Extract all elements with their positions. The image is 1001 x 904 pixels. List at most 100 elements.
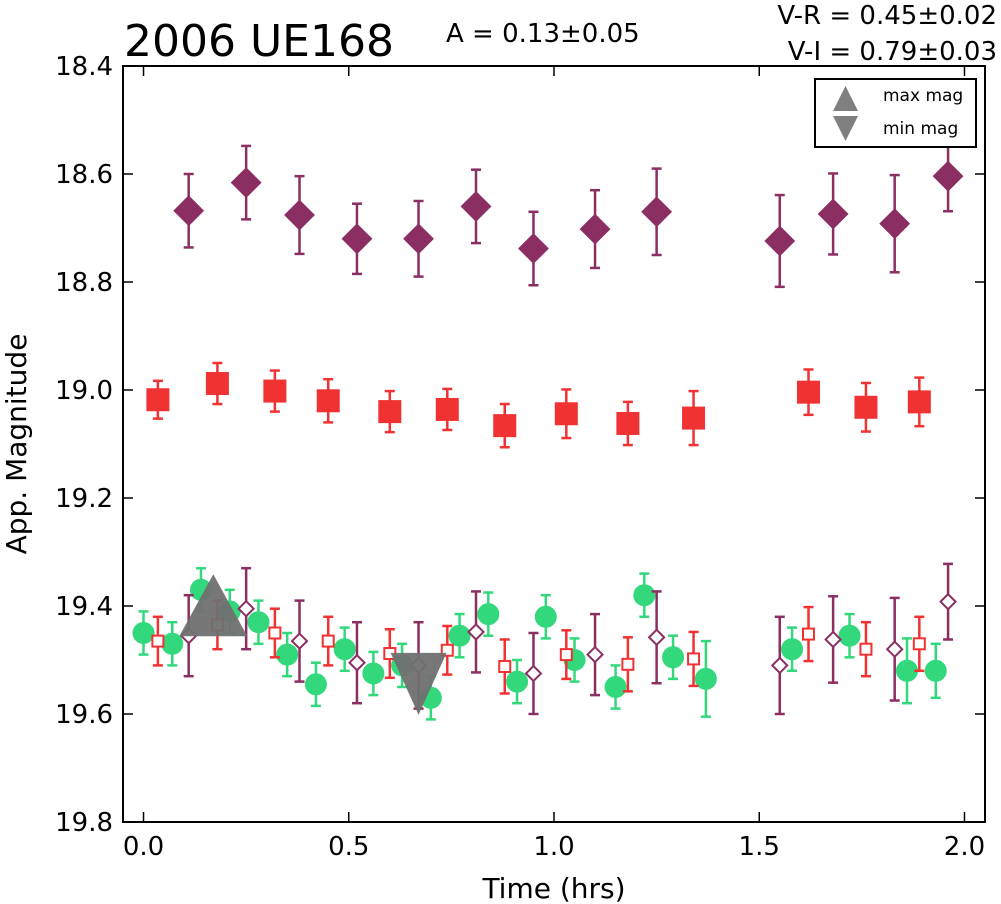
data-point — [378, 400, 402, 424]
x-tick-label: 0.0 — [123, 832, 164, 862]
data-point — [321, 634, 335, 648]
y-tick-label: 19.2 — [55, 484, 113, 514]
data-point — [817, 198, 849, 230]
amplitude-label: A = 0.13±0.05 — [446, 19, 640, 49]
data-point — [247, 611, 270, 634]
x-tick-label: 2.0 — [944, 832, 985, 862]
data-point — [554, 402, 578, 426]
data-point — [662, 646, 685, 669]
data-point — [579, 213, 611, 245]
data-point — [559, 648, 573, 662]
data-point — [939, 592, 957, 611]
data-point — [885, 640, 904, 659]
data-point — [586, 645, 604, 664]
series-2 — [132, 566, 947, 721]
data-point — [641, 196, 673, 228]
legend-max-mag-label: max mag — [883, 86, 963, 106]
data-point — [284, 199, 315, 231]
data-point — [132, 622, 155, 644]
data-point — [390, 652, 447, 715]
series-6 — [390, 652, 447, 715]
data-point — [440, 643, 454, 657]
data-point — [467, 623, 485, 641]
data-point — [633, 584, 656, 607]
data-point — [912, 637, 926, 651]
data-point — [333, 638, 356, 661]
data-point — [268, 626, 282, 640]
series-1 — [146, 361, 931, 449]
data-point — [173, 195, 205, 227]
data-point — [796, 380, 820, 404]
chart-title: 2006 UE168 — [124, 16, 394, 67]
data-point — [161, 632, 184, 655]
plot-marks — [132, 139, 964, 721]
y-tick-label: 19.6 — [55, 700, 113, 730]
data-point — [506, 670, 529, 693]
data-point — [518, 233, 549, 264]
data-point — [616, 411, 640, 435]
y-tick-label: 18.8 — [55, 268, 113, 298]
data-point — [304, 673, 327, 696]
data-point — [932, 160, 964, 192]
data-point — [276, 643, 299, 666]
legend-max-mag-marker — [833, 86, 858, 111]
data-point — [263, 379, 287, 403]
y-axis-ticks: 18.4 18.6 18.8 19.0 19.2 19.4 19.6 19.8 — [55, 52, 985, 838]
data-point — [493, 414, 517, 438]
data-point — [448, 624, 471, 647]
data-point — [604, 676, 627, 698]
data-point — [682, 406, 706, 430]
y-tick-label: 19.4 — [55, 592, 113, 622]
data-point — [146, 388, 170, 412]
data-point — [290, 632, 309, 651]
series-0 — [173, 139, 964, 289]
legend-min-mag-label: min mag — [883, 119, 958, 139]
color-index-vr: V-R = 0.45±0.02 — [777, 1, 997, 31]
data-point — [907, 390, 931, 414]
data-point — [237, 599, 256, 618]
color-index-vi: V-I = 0.79±0.03 — [788, 37, 997, 67]
y-axis-label: App. Magnitude — [0, 334, 33, 555]
data-point — [770, 656, 789, 675]
data-point — [460, 190, 492, 222]
data-point — [781, 638, 804, 661]
data-point — [362, 662, 385, 685]
y-tick-label: 18.4 — [55, 52, 113, 82]
x-tick-label: 1.0 — [533, 832, 574, 862]
y-tick-label: 19.8 — [55, 808, 113, 838]
x-tick-label: 1.5 — [739, 832, 780, 862]
series-4 — [179, 562, 957, 716]
legend-box — [814, 78, 977, 148]
data-point — [403, 223, 434, 255]
x-axis-ticks: 0.0 0.5 1.0 1.5 2.0 — [123, 66, 985, 862]
legend-min-mag-marker — [833, 116, 858, 141]
data-point — [205, 372, 229, 396]
data-point — [230, 167, 262, 199]
data-point — [316, 389, 340, 413]
data-point — [647, 628, 666, 647]
data-point — [694, 667, 717, 690]
data-point — [477, 603, 500, 626]
data-point — [341, 223, 373, 255]
data-point — [534, 605, 557, 628]
data-point — [435, 397, 459, 421]
series-5 — [179, 574, 248, 637]
y-tick-label: 18.6 — [55, 160, 113, 190]
data-point — [924, 659, 947, 682]
data-point — [348, 653, 366, 672]
legend: max mag min mag — [814, 78, 977, 148]
data-point — [621, 657, 635, 671]
data-point — [498, 659, 512, 673]
data-point — [801, 627, 815, 641]
data-point — [824, 630, 843, 649]
data-point — [151, 634, 165, 648]
y-tick-label: 19.0 — [55, 376, 113, 406]
data-point — [764, 225, 796, 257]
data-point — [859, 642, 873, 656]
x-axis-label: Time (hrs) — [481, 872, 625, 904]
x-tick-label: 0.5 — [328, 832, 369, 862]
data-point — [838, 624, 861, 647]
data-point — [687, 652, 701, 666]
data-point — [879, 208, 911, 240]
